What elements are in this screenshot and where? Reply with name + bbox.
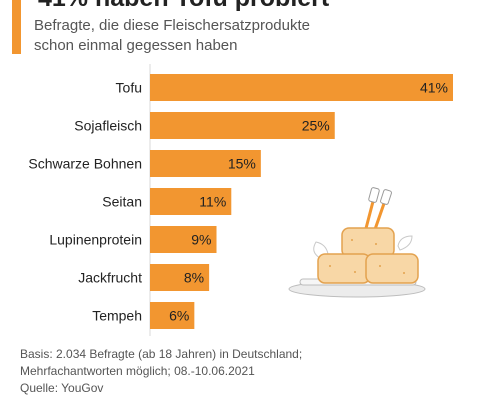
value-label-tempeh: 6% xyxy=(169,308,189,324)
bar-tofu xyxy=(150,74,453,101)
bar-jackfrucht xyxy=(150,264,210,291)
bar-seitan xyxy=(150,188,232,215)
value-label-schwarze-bohnen: 15% xyxy=(228,156,256,172)
category-label-jackfrucht: Jackfrucht xyxy=(78,270,142,286)
value-label-seitan: 11% xyxy=(199,194,226,210)
value-label-tofu: 41% xyxy=(420,80,448,96)
bar-sojafleisch xyxy=(150,112,335,139)
category-label-tofu: Tofu xyxy=(116,80,142,96)
category-label-seitan: Seitan xyxy=(102,194,142,210)
value-label-jackfrucht: 8% xyxy=(184,270,204,286)
chart-title: 41% haben Tofu probiert xyxy=(38,0,329,13)
value-label-sojafleisch: 25% xyxy=(302,118,330,134)
category-label-schwarze-bohnen: Schwarze Bohnen xyxy=(28,156,142,172)
bar-lupinenprotein xyxy=(150,226,217,253)
bars-group: Tofu 41% Sojafleisch 25% Schwarze Bohnen 15% S… xyxy=(28,74,453,329)
title-accent-bar xyxy=(12,0,21,54)
footer-source: Quelle: YouGov xyxy=(20,381,104,395)
bar-schwarze-bohnen xyxy=(150,150,261,177)
category-label-sojafleisch: Sojafleisch xyxy=(74,118,142,134)
tofu-with-chopsticks-icon xyxy=(288,187,426,298)
category-label-tempeh: Tempeh xyxy=(92,308,142,324)
value-label-lupinenprotein: 9% xyxy=(191,232,211,248)
chart-subtitle: Befragte, die diese Fleischersatzprodukt… xyxy=(34,17,310,54)
bar-tempeh xyxy=(150,302,195,329)
bar-chart: Tofu 41% Sojafleisch 25% Schwarze Bohnen 15% S… xyxy=(28,64,453,336)
footer-note: Mehrfachantworten möglich; 08.-10.06.202… xyxy=(20,364,255,378)
chart-footer: Basis: 2.034 Befragte (ab 18 Jahren) in … xyxy=(20,346,480,397)
category-label-lupinenprotein: Lupinenprotein xyxy=(49,232,142,248)
footer-basis: Basis: 2.034 Befragte (ab 18 Jahren) in … xyxy=(20,347,303,361)
